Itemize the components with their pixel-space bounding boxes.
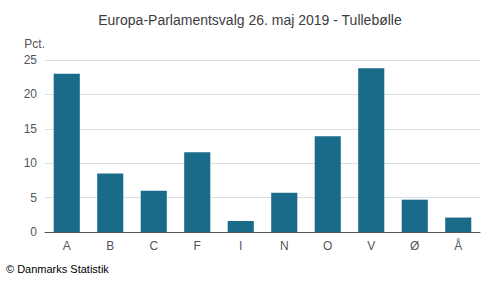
svg-text:5: 5: [30, 191, 37, 205]
svg-text:10: 10: [24, 156, 38, 170]
svg-text:© Danmarks Statistik: © Danmarks Statistik: [6, 263, 109, 275]
svg-text:A: A: [63, 239, 71, 253]
svg-text:Ø: Ø: [410, 239, 419, 253]
svg-text:0: 0: [30, 225, 37, 239]
svg-text:B: B: [106, 239, 114, 253]
svg-text:20: 20: [24, 87, 38, 101]
svg-text:C: C: [149, 239, 158, 253]
svg-text:O: O: [323, 239, 332, 253]
svg-text:I: I: [239, 239, 242, 253]
svg-text:N: N: [280, 239, 289, 253]
svg-text:V: V: [367, 239, 375, 253]
svg-text:Pct.: Pct.: [24, 37, 45, 51]
svg-text:F: F: [194, 239, 201, 253]
svg-text:15: 15: [24, 122, 38, 136]
svg-text:25: 25: [24, 53, 38, 67]
svg-text:Å: Å: [454, 238, 462, 253]
svg-text:Europa-Parlamentsvalg 26. maj: Europa-Parlamentsvalg 26. maj 2019 - Tul…: [98, 12, 402, 28]
